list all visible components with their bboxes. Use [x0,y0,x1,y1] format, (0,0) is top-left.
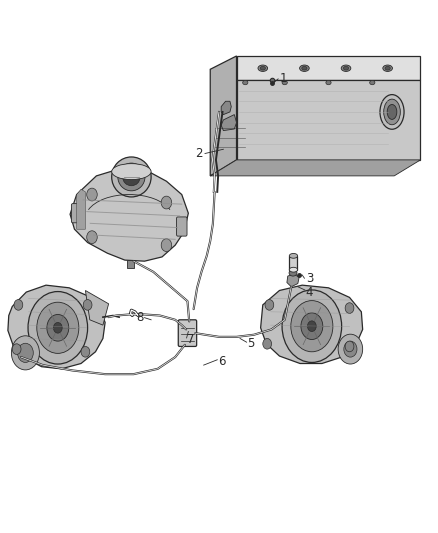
Circle shape [14,300,23,310]
Ellipse shape [112,157,151,197]
Ellipse shape [383,65,392,71]
Polygon shape [127,260,134,268]
Text: 3: 3 [306,272,313,285]
Circle shape [83,300,92,310]
Ellipse shape [387,104,397,119]
Circle shape [161,239,172,252]
Circle shape [47,314,69,341]
Polygon shape [70,168,188,261]
Ellipse shape [258,65,268,71]
Circle shape [18,343,33,362]
Ellipse shape [112,164,151,180]
Text: 8: 8 [136,311,143,324]
Ellipse shape [384,99,400,125]
Circle shape [87,188,97,201]
Ellipse shape [260,66,265,70]
Circle shape [161,196,172,209]
FancyBboxPatch shape [71,204,82,223]
Circle shape [301,313,323,340]
Circle shape [87,231,97,244]
Ellipse shape [341,65,351,71]
Ellipse shape [123,168,140,186]
Circle shape [265,300,274,310]
Text: 5: 5 [247,337,255,350]
Polygon shape [77,189,85,229]
Ellipse shape [300,65,309,71]
Ellipse shape [326,80,331,85]
FancyBboxPatch shape [177,217,187,236]
Ellipse shape [289,253,298,258]
Ellipse shape [282,80,287,85]
Polygon shape [237,56,420,80]
Polygon shape [221,115,237,131]
Text: 6: 6 [218,355,226,368]
Circle shape [37,302,79,353]
Ellipse shape [243,80,248,85]
Ellipse shape [380,95,404,130]
Polygon shape [8,285,105,369]
Circle shape [28,292,88,364]
Ellipse shape [289,270,297,276]
Circle shape [282,290,342,362]
Text: 4: 4 [306,286,313,298]
Circle shape [344,341,357,357]
Polygon shape [261,285,363,364]
Circle shape [291,301,333,352]
Ellipse shape [302,66,307,70]
Text: 7: 7 [187,333,195,346]
Circle shape [53,322,62,333]
Polygon shape [221,101,231,115]
Polygon shape [85,290,109,325]
Ellipse shape [370,80,375,85]
Circle shape [81,346,90,357]
Polygon shape [210,160,420,176]
Circle shape [345,341,354,352]
Ellipse shape [343,66,349,70]
Ellipse shape [289,267,298,272]
Circle shape [345,303,354,313]
Polygon shape [287,274,299,287]
Polygon shape [237,80,420,160]
Circle shape [263,338,272,349]
Polygon shape [289,256,297,270]
Ellipse shape [118,163,145,191]
Ellipse shape [385,66,390,70]
Circle shape [307,321,316,332]
Polygon shape [210,56,237,176]
Text: 2: 2 [195,147,202,160]
FancyBboxPatch shape [178,320,197,346]
Circle shape [11,336,39,370]
Text: 1: 1 [279,72,287,85]
Circle shape [12,344,21,354]
Circle shape [338,334,363,364]
